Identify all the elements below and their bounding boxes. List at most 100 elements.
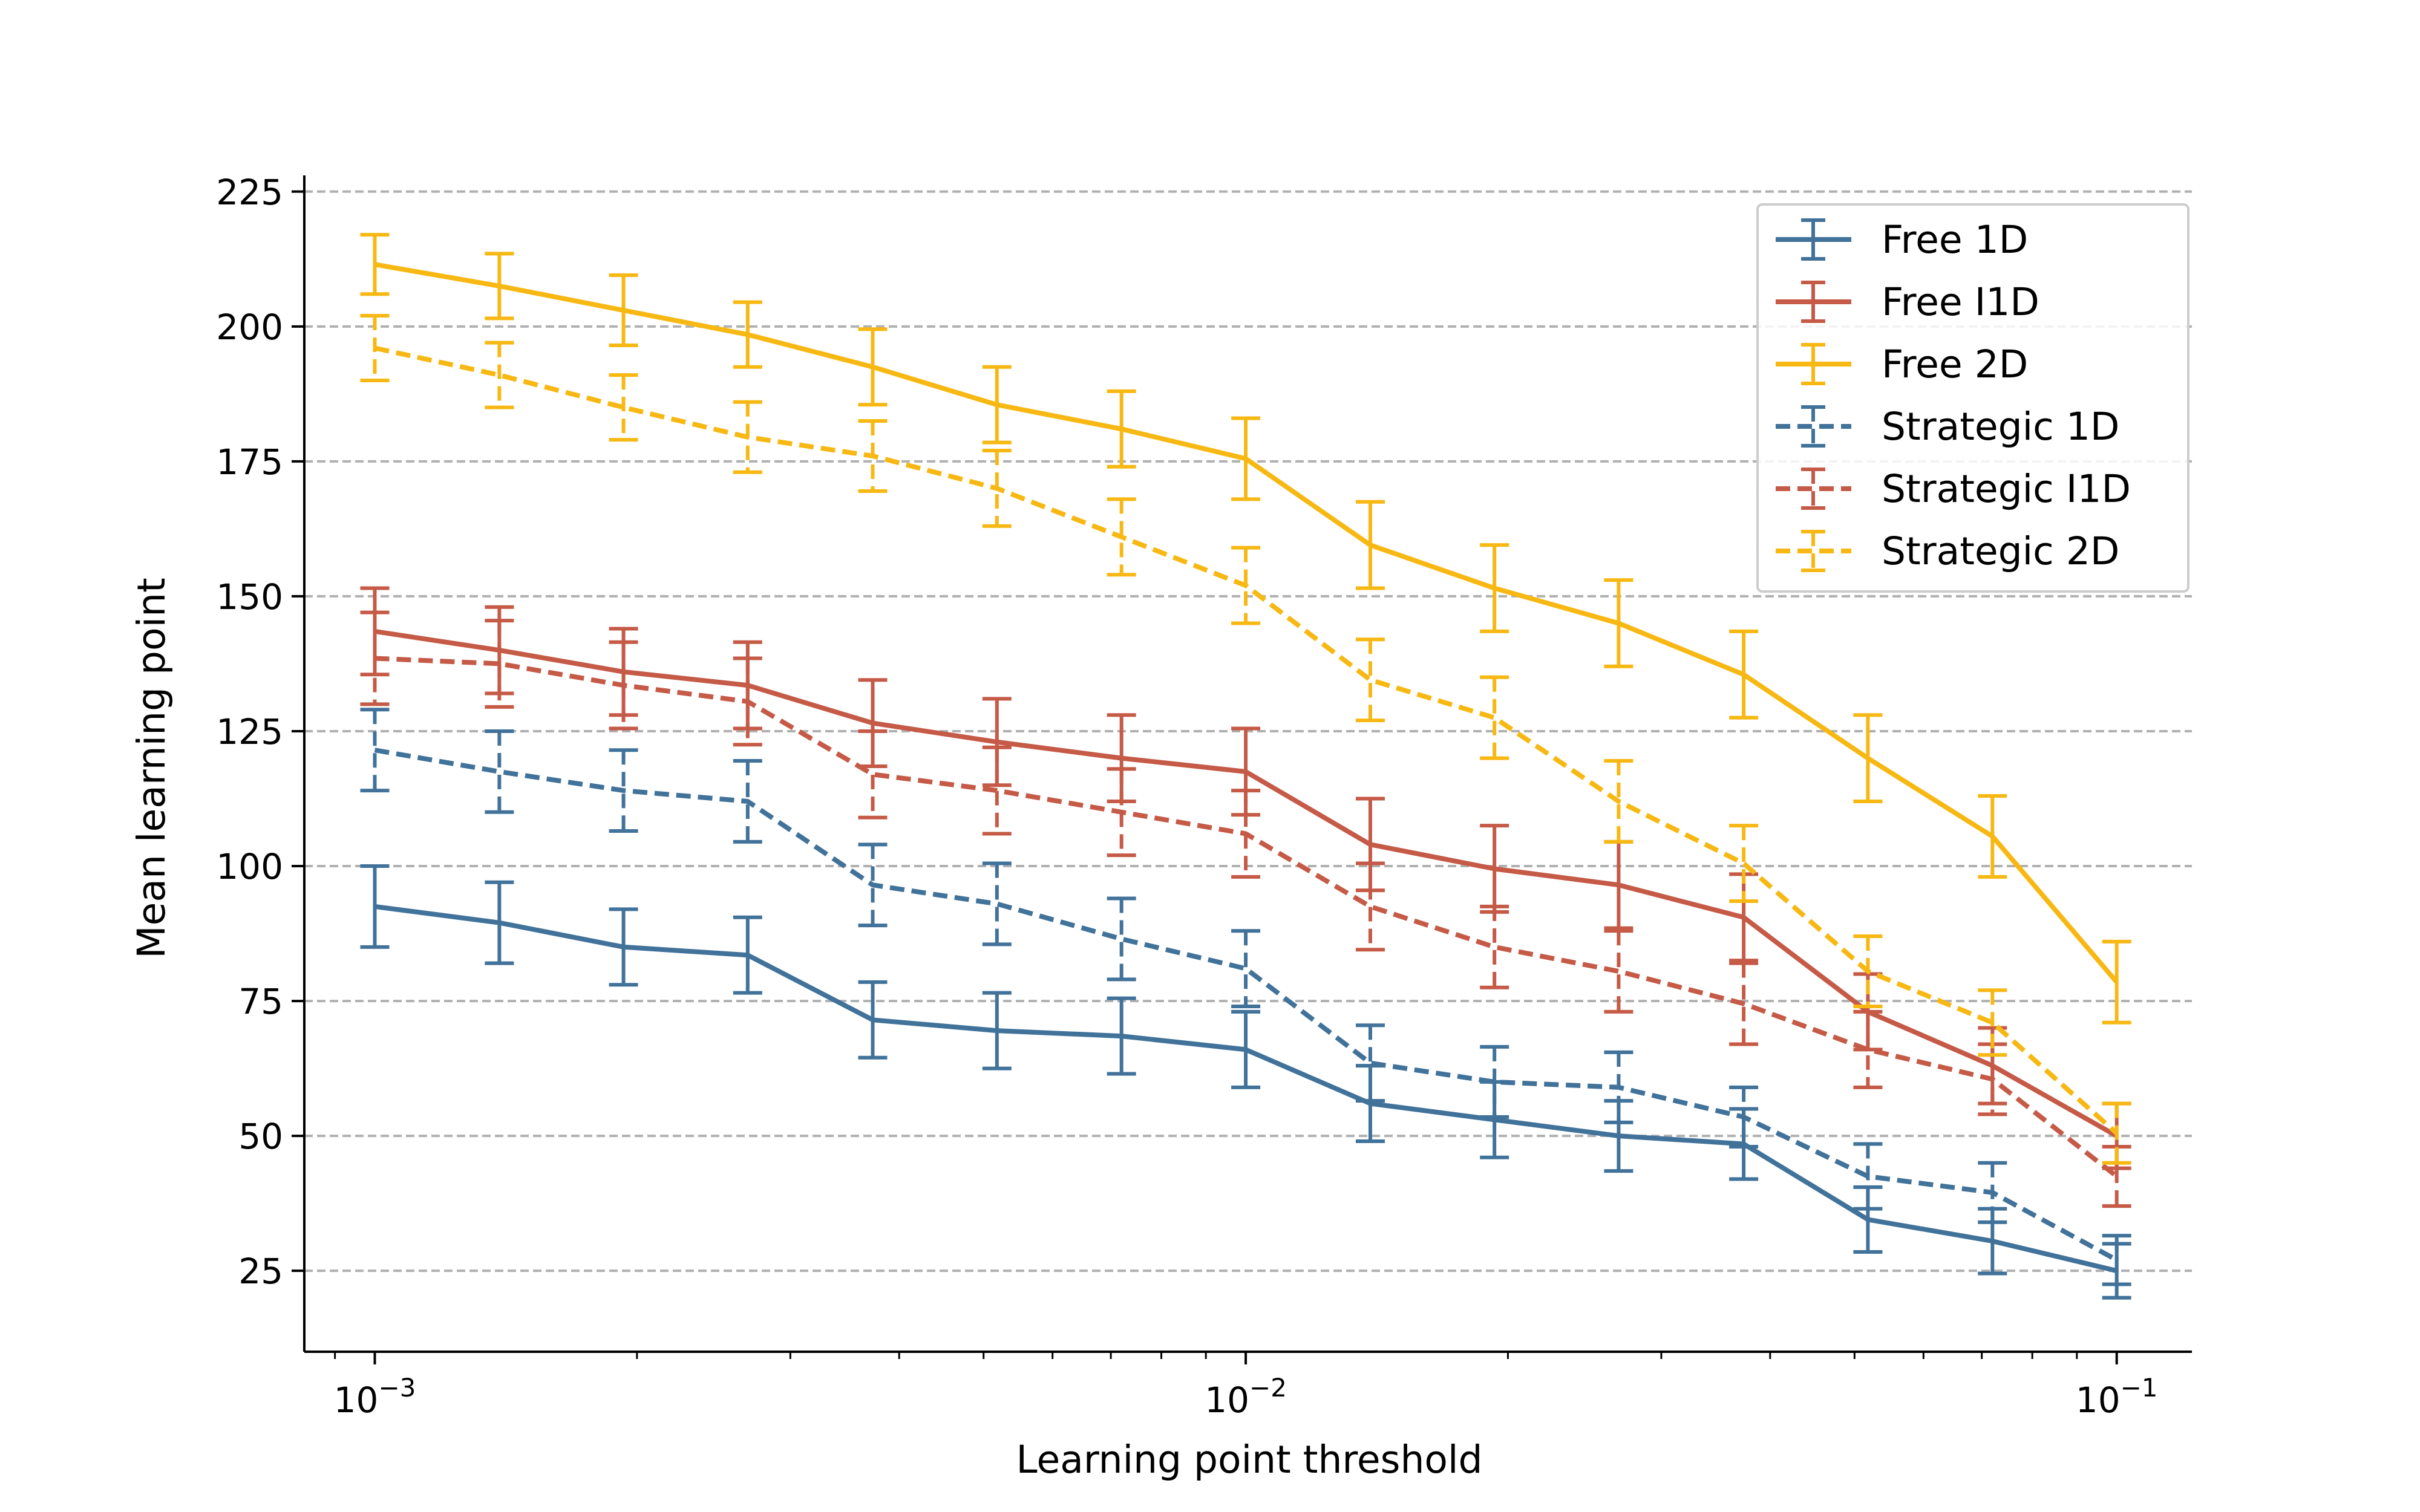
error-bar: [609, 640, 638, 731]
error-bar: [733, 915, 762, 995]
error-bar: [858, 327, 888, 407]
y-tick-label: 25: [238, 1251, 283, 1292]
error-bar: [1355, 861, 1385, 952]
error-bar: [733, 759, 762, 844]
y-tick-label: 75: [238, 981, 283, 1022]
series-line: [374, 656, 2119, 1179]
error-bar: [858, 980, 888, 1060]
x-tick-label: 10−3: [334, 1373, 416, 1421]
series-strategic-i1d: [360, 610, 2131, 1208]
error-bar: [485, 619, 514, 709]
y-axis-title: Mean learning point: [129, 578, 174, 958]
legend-item: Strategic 1D: [1776, 405, 2119, 449]
y-tick-label: 225: [216, 172, 283, 213]
legend-label: Free 1D: [1882, 218, 2028, 262]
error-bar: [360, 233, 390, 296]
error-bar: [609, 273, 638, 348]
error-bar: [1107, 767, 1136, 858]
error-bar: [1978, 794, 2007, 879]
error-bar: [2102, 1101, 2131, 1165]
error-bar: [1729, 1085, 1759, 1149]
legend-label: Free I1D: [1882, 280, 2039, 324]
y-tick-label: 175: [216, 442, 283, 483]
error-bar: [1107, 996, 1136, 1076]
error-bar: [609, 907, 638, 987]
error-bar: [1604, 759, 1634, 844]
error-bar: [360, 864, 390, 949]
series-group: [360, 233, 2131, 1300]
error-bar: [1853, 934, 1883, 1008]
error-bar: [1231, 416, 1261, 501]
error-bar: [1480, 675, 1509, 760]
series-free-1d: [360, 864, 2131, 1300]
error-bar: [982, 991, 1012, 1070]
error-bar: [1729, 824, 1759, 904]
error-bar: [1231, 789, 1261, 879]
legend-box: [1756, 203, 2189, 593]
error-bar: [982, 745, 1012, 836]
y-tick-label: 125: [216, 711, 283, 752]
error-bar: [733, 300, 762, 369]
error-bar: [1480, 904, 1509, 989]
series-strategic-1d: [360, 708, 2131, 1286]
legend: Free 1D Free I1D Free 2D Strategic 1D Strate…: [1756, 203, 2189, 593]
y-tick-label: 100: [216, 846, 283, 887]
error-bar: [360, 313, 390, 383]
legend-item: Free 1D: [1776, 218, 2028, 262]
legend-label: Strategic 2D: [1882, 529, 2119, 573]
error-bar: [609, 748, 638, 833]
error-bar: [733, 656, 762, 747]
legend-item: Strategic I1D: [1776, 467, 2131, 511]
error-bar: [360, 610, 390, 706]
error-bar: [1231, 1009, 1261, 1089]
error-bar: [858, 729, 888, 820]
error-bar: [1729, 872, 1759, 963]
legend-item: Free I1D: [1776, 280, 2039, 324]
error-bar: [2102, 939, 2131, 1025]
error-bar: [1978, 988, 2007, 1057]
error-bar: [858, 419, 888, 493]
error-bar: [485, 880, 514, 965]
error-bar: [1729, 961, 1759, 1046]
y-tick-label: 200: [216, 307, 283, 348]
error-bar: [858, 842, 888, 928]
legend-item: Strategic 2D: [1776, 529, 2119, 573]
error-bar: [485, 729, 514, 814]
y-tick-label: 50: [238, 1116, 283, 1157]
error-bar: [1107, 389, 1136, 469]
error-bar: [1853, 1142, 1883, 1211]
error-bar: [2102, 1234, 2131, 1286]
error-bar: [1480, 1044, 1509, 1119]
error-bar: [485, 341, 514, 409]
error-bar: [1107, 497, 1136, 577]
error-bar: [1978, 1161, 2007, 1224]
x-tick-label: 10−2: [1205, 1373, 1287, 1421]
error-bar: [1604, 1050, 1634, 1124]
axes: 25 50 75 100 125 150 175 200 225 10−3 10−2 10−1: [216, 172, 2192, 1421]
error-bar: [1107, 896, 1136, 982]
error-bar: [1480, 543, 1509, 633]
error-bar: [1853, 713, 1883, 803]
error-bar: [982, 449, 1012, 528]
error-bar: [982, 861, 1012, 947]
series-free-2d: [360, 233, 2131, 1025]
error-bar: [1355, 1023, 1385, 1103]
error-bar: [733, 400, 762, 474]
error-bar: [1355, 637, 1385, 723]
series-free-i1d: [360, 586, 2131, 1170]
error-bar: [1604, 929, 1634, 1014]
series-line: [374, 345, 2119, 1135]
legend-label: Strategic I1D: [1882, 467, 2131, 511]
x-tick-label: 10−1: [2076, 1373, 2158, 1421]
error-bar: [1729, 629, 1759, 720]
series-strategic-2d: [360, 313, 2131, 1165]
error-bar: [609, 373, 638, 442]
error-bar: [1231, 546, 1261, 625]
error-bar: [485, 252, 514, 321]
series-line: [374, 748, 2118, 1262]
error-bar: [1604, 578, 1634, 668]
error-bar: [1231, 929, 1261, 1008]
legend-label: Strategic 1D: [1882, 405, 2119, 449]
x-axis-title: Learning point threshold: [1016, 1438, 1483, 1482]
